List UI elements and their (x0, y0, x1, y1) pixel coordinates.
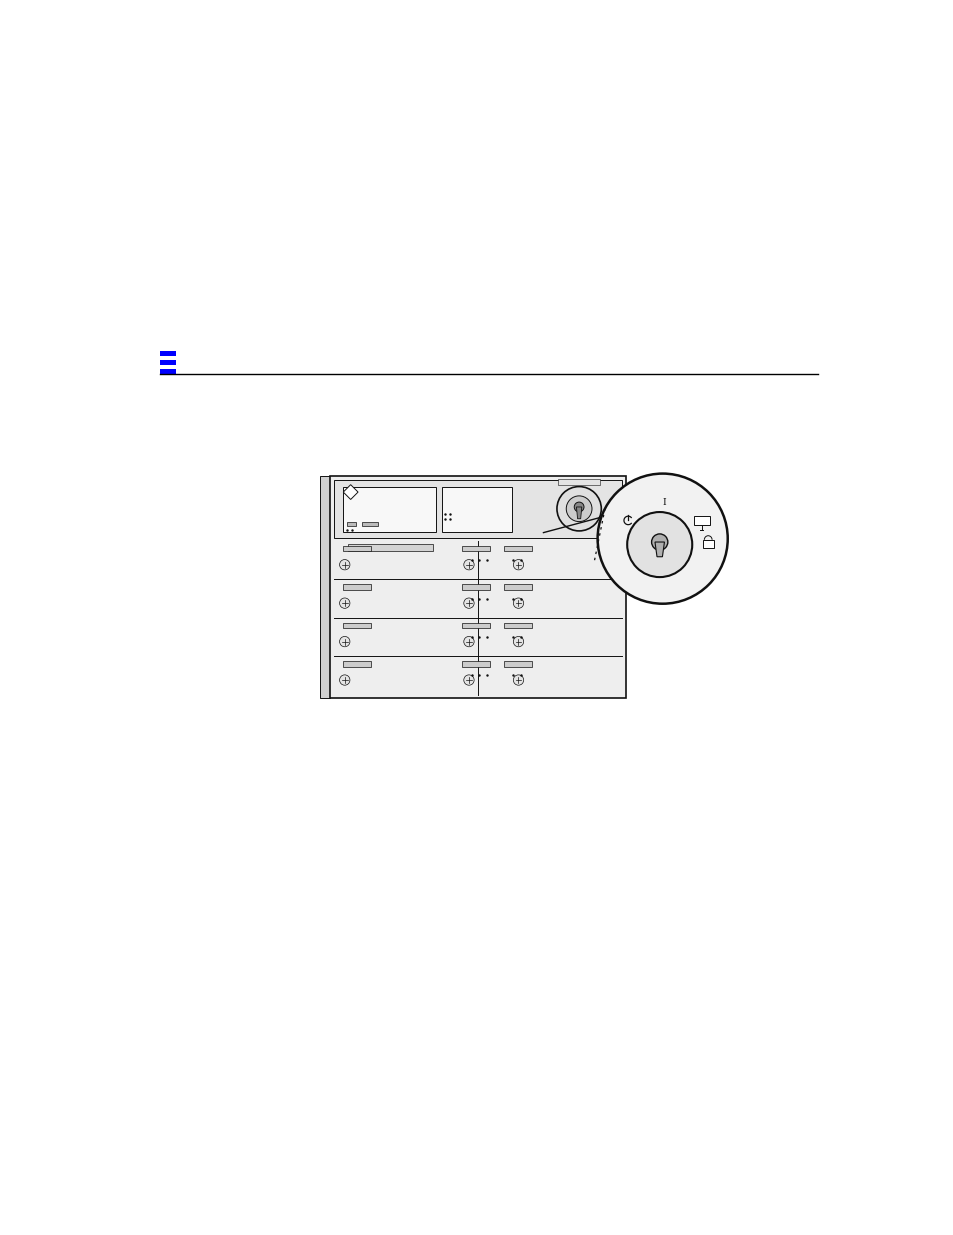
Bar (334, 479, 621, 538)
Bar (343, 584, 371, 589)
Bar (503, 584, 531, 589)
Bar (343, 488, 436, 532)
Circle shape (513, 636, 523, 647)
Bar (160, 359, 176, 364)
Bar (461, 546, 489, 551)
Circle shape (557, 487, 600, 531)
Bar (160, 351, 176, 356)
Polygon shape (576, 508, 581, 519)
Bar (343, 622, 371, 629)
Bar (441, 488, 512, 532)
Bar (558, 479, 599, 485)
Circle shape (339, 674, 350, 685)
Circle shape (574, 503, 583, 511)
Circle shape (463, 598, 474, 609)
Circle shape (339, 636, 350, 647)
Circle shape (651, 534, 667, 550)
Bar (320, 475, 330, 698)
Bar (160, 368, 176, 374)
Circle shape (463, 636, 474, 647)
Circle shape (339, 598, 350, 609)
Bar (461, 584, 489, 589)
Bar (348, 543, 433, 551)
Circle shape (463, 674, 474, 685)
Bar (330, 475, 625, 698)
Bar (503, 546, 531, 551)
Bar (461, 622, 489, 629)
Bar (361, 521, 377, 526)
Bar (343, 662, 371, 667)
Text: I: I (661, 499, 665, 508)
Circle shape (566, 496, 592, 521)
Bar (343, 546, 371, 551)
Polygon shape (655, 542, 663, 557)
Bar (347, 521, 355, 526)
Circle shape (513, 598, 523, 609)
Bar (503, 622, 531, 629)
Circle shape (513, 674, 523, 685)
Bar (503, 662, 531, 667)
Circle shape (513, 559, 523, 569)
Polygon shape (343, 484, 357, 499)
Bar (702, 540, 713, 548)
Circle shape (463, 559, 474, 569)
Circle shape (339, 559, 350, 569)
Bar (693, 515, 709, 525)
Bar (461, 662, 489, 667)
Circle shape (626, 513, 692, 577)
Circle shape (597, 473, 727, 604)
